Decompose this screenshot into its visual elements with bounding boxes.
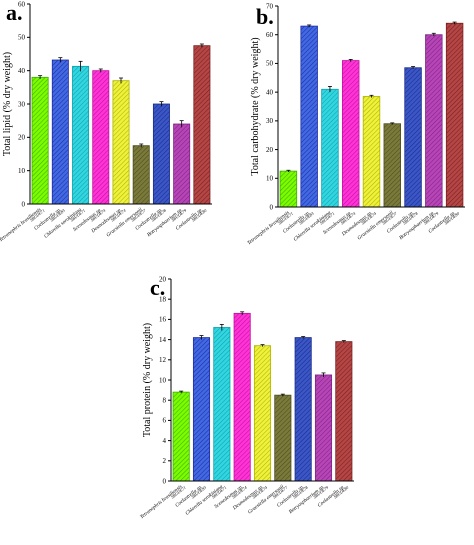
bar bbox=[253, 345, 272, 482]
bar bbox=[193, 45, 211, 205]
bar bbox=[132, 145, 150, 205]
y-tick-label: 12 bbox=[159, 356, 167, 364]
y-tick-label: 20 bbox=[18, 134, 26, 142]
bar bbox=[404, 67, 422, 208]
bar bbox=[274, 394, 292, 482]
y-tick-label: 14 bbox=[159, 336, 167, 344]
bar bbox=[335, 341, 353, 482]
y-tick-label: 0 bbox=[270, 203, 274, 211]
bar bbox=[92, 70, 110, 205]
y-tick-label: 30 bbox=[266, 117, 274, 125]
y-tick-label: 20 bbox=[266, 146, 274, 154]
y-tick-label: 30 bbox=[18, 100, 26, 108]
y-tick-label: 40 bbox=[266, 88, 274, 96]
y-tick-label: 4 bbox=[163, 437, 167, 445]
panel-c-letter: c. bbox=[150, 275, 165, 300]
panel-c-protein: c. Total protein (% dry weight) 0 2 4 6 8 10 12 1… bbox=[139, 275, 354, 520]
bar bbox=[172, 391, 190, 482]
panel-b-carbohydrate: b. Total carbohydrate (% dry weight) 0 10 20… bbox=[246, 2, 465, 246]
y-tick-label: 60 bbox=[266, 31, 274, 39]
bar bbox=[279, 170, 298, 208]
panel-a-y-axis-label: Total lipid (% dry weight) bbox=[2, 52, 13, 156]
bar bbox=[445, 22, 464, 208]
bar bbox=[362, 96, 381, 208]
y-tick-label: 40 bbox=[18, 67, 26, 75]
panel-a-lipid: a. Total lipid (% dry weight) 0 10 20 30 40 50 6… bbox=[0, 0, 212, 243]
y-tick-label: 70 bbox=[266, 2, 274, 10]
panel-b-y-axis-label: Total carbohydrate (% dry weight) bbox=[250, 37, 261, 175]
y-tick-label: 6 bbox=[163, 417, 167, 425]
bar bbox=[383, 123, 401, 208]
y-tick-label: 18 bbox=[159, 296, 167, 304]
y-tick-label: 10 bbox=[266, 175, 274, 183]
bar bbox=[51, 59, 69, 205]
bar bbox=[300, 25, 318, 208]
bar bbox=[294, 337, 312, 482]
panel-a-letter: a. bbox=[6, 0, 23, 25]
panel-c-y-axis-label: Total protein (% dry weight) bbox=[142, 323, 153, 437]
y-tick-label: 10 bbox=[18, 167, 26, 175]
bar bbox=[213, 327, 231, 482]
bar bbox=[321, 88, 339, 208]
bar bbox=[152, 103, 170, 205]
y-tick-label: 16 bbox=[159, 316, 167, 324]
bar bbox=[233, 312, 251, 482]
y-tick-label: 50 bbox=[18, 34, 26, 42]
y-tick-label: 10 bbox=[159, 376, 167, 384]
y-tick-label: 8 bbox=[163, 397, 167, 405]
y-tick-label: 2 bbox=[163, 457, 167, 465]
bar bbox=[342, 60, 360, 208]
y-tick-label: 0 bbox=[163, 477, 167, 485]
bar bbox=[192, 337, 211, 482]
panel-b-letter: b. bbox=[256, 4, 274, 29]
bar bbox=[72, 65, 90, 205]
bar bbox=[314, 374, 333, 482]
bar bbox=[31, 76, 49, 205]
y-tick-label: 20 bbox=[159, 275, 167, 283]
bar bbox=[112, 80, 130, 205]
y-tick-label: 50 bbox=[266, 60, 274, 68]
bar bbox=[425, 34, 443, 208]
y-tick-label: 60 bbox=[18, 0, 26, 8]
y-tick-label: 0 bbox=[22, 200, 26, 208]
bar bbox=[173, 123, 191, 205]
